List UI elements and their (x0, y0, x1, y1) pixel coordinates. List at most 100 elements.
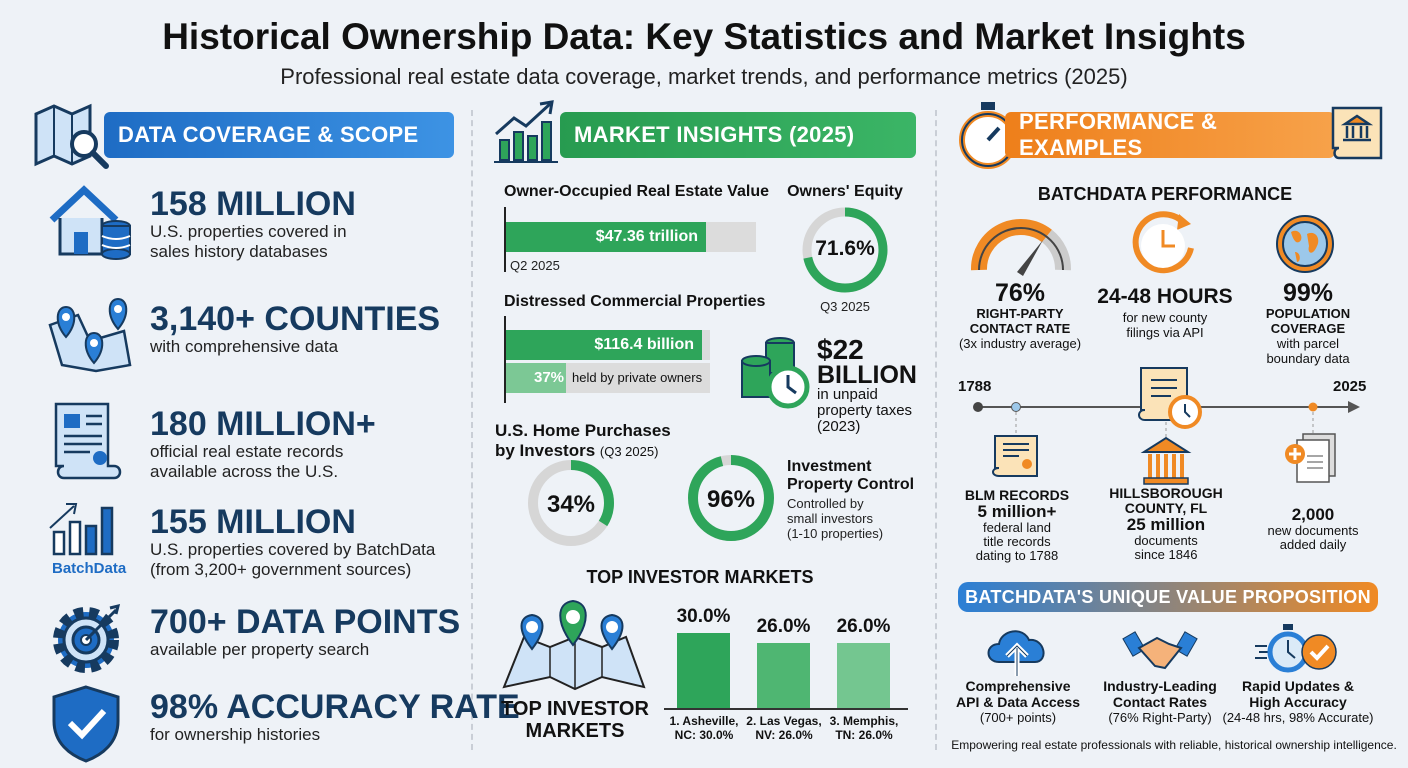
stat-value: 99% (1282, 279, 1334, 307)
example-title: HILLSBOROUGH (1109, 485, 1223, 501)
stat-desc: with comprehensive data (150, 337, 339, 356)
deed-clock-icon (1138, 367, 1202, 429)
courthouse-scroll-icon (1331, 106, 1383, 160)
value-title: Comprehensive (965, 678, 1071, 694)
control-title: Investment Property Control (787, 458, 914, 494)
perf-heading: BATCHDATA PERFORMANCE (1037, 184, 1293, 204)
chart-baseline (664, 708, 908, 710)
stat-desc: (from 3,200+ government sources) (150, 560, 412, 579)
handshake-icon (1122, 622, 1198, 683)
stat-desc: U.S. properties covered in (150, 222, 347, 241)
add-documents-icon (1283, 432, 1343, 491)
stat-title: 155 MILLION (150, 503, 356, 541)
markets-heading: TOP INVESTOR MARKETS (586, 567, 814, 587)
performance-stat: 76% RIGHT-PARTY CONTACT RATE (3x industry… (945, 280, 1095, 351)
stat-title: 3,140+ COUNTIES (150, 300, 441, 338)
desc-line: small investors (787, 511, 873, 526)
value-proposition-banner: BATCHDATA'S UNIQUE VALUE PROPOSITION (958, 582, 1378, 612)
stat-label: COVERAGE (1270, 321, 1346, 336)
owner-value-fill: $47.36 trillion (506, 222, 706, 252)
globe-icon (1273, 212, 1343, 281)
market-bar-label: 26.0% (836, 616, 891, 637)
axis-line (504, 316, 506, 403)
value-title: Rapid Updates & (1241, 678, 1354, 694)
distressed-bar: $116.4 billion (506, 330, 710, 360)
category-line: 1. Asheville, (669, 714, 739, 728)
owner-value-period: Q2 2025 (510, 258, 560, 273)
example-desc: federal land (983, 520, 1051, 535)
taxes-desc-line: (2023) (817, 418, 861, 435)
title-line: Investment (787, 458, 872, 475)
label-line: MARKETS (525, 720, 625, 742)
timeline-start: 1788 (958, 378, 992, 395)
example-title: COUNTY, FL (1124, 500, 1208, 516)
label-line: TOP INVESTOR (501, 698, 649, 720)
taxes-desc-line: property taxes (817, 402, 913, 419)
stat-label: RIGHT-PARTY (976, 306, 1064, 321)
taxes-desc: in unpaid property taxes (2023) (817, 387, 912, 435)
stat-desc: official real estate records (150, 442, 344, 461)
coins-clock-icon (741, 337, 810, 409)
stat-title: 98% ACCURACY RATE (150, 688, 520, 726)
title-line: by Investors (495, 441, 596, 460)
map-pins-icon (44, 295, 134, 380)
stat-label: CONTACT RATE (969, 321, 1071, 336)
investor-purchases-arc (528, 460, 614, 546)
stat-desc: for ownership histories (150, 725, 321, 744)
coverage-stat: 158 MILLION U.S. properties covered in sal… (150, 186, 356, 262)
market-bar (837, 643, 890, 708)
market-bar (677, 633, 730, 708)
market-category: 2. Las Vegas, NV: 26.0% (741, 714, 827, 742)
column-divider (471, 110, 473, 750)
example-value: 25 million (1126, 515, 1206, 534)
stat-desc: boundary data (1266, 351, 1350, 366)
timeline-example: 2,000 new documents added daily (1243, 506, 1383, 552)
map-label: TOP INVESTOR MARKETS (490, 698, 660, 742)
performance-stat: 24-48 HOURS for new county filings via AP… (1090, 284, 1240, 340)
distressed-title: Distressed Commercial Properties (504, 293, 766, 310)
value-title: High Accuracy (1249, 694, 1347, 710)
taxes-desc-line: in unpaid (817, 386, 878, 403)
timeline-example: BLM RECORDS 5 million+ federal land title… (947, 488, 1087, 563)
value-title: Industry-Leading (1103, 678, 1217, 694)
column-divider (935, 110, 937, 750)
example-desc: new documents (1267, 523, 1359, 538)
stat-value: 76% (994, 279, 1046, 307)
private-owners-label: held by private owners (572, 370, 703, 385)
control-arc (688, 455, 774, 541)
control-desc: Controlled by small investors (1-10 prop… (787, 496, 883, 541)
page-subtitle: Professional real estate data coverage, … (280, 64, 1128, 89)
example-value: 5 million+ (977, 502, 1057, 521)
investor-purchases-title: U.S. Home Purchases by Investors (Q3 202… (495, 421, 671, 462)
stat-desc: for new county (1122, 310, 1208, 325)
house-database-icon (44, 180, 134, 265)
desc-line: Controlled by (787, 496, 864, 511)
control-value: 96% (706, 486, 756, 513)
page-title: Historical Ownership Data: Key Statistic… (162, 16, 1246, 57)
performance-banner: PERFORMANCE & EXAMPLES (1005, 109, 1335, 160)
clock-refresh-icon (1125, 211, 1205, 281)
category-line: NV: 26.0% (755, 728, 813, 742)
equity-title: Owners' Equity (787, 183, 903, 200)
market-category: 1. Asheville, NC: 30.0% (661, 714, 747, 742)
stat-desc: (3x industry average) (958, 336, 1082, 351)
investor-purchases-donut (528, 460, 614, 546)
stat-label: POPULATION (1265, 306, 1351, 321)
market-bar-label: 26.0% (756, 616, 811, 637)
example-desc: since 1846 (1134, 547, 1198, 562)
equity-arc (802, 207, 888, 293)
stat-desc: filings via API (1126, 325, 1204, 340)
market-category: 3. Memphis, TN: 26.0% (821, 714, 907, 742)
coverage-stat: 98% ACCURACY RATE for ownership histories (150, 689, 520, 745)
market-bar-label: 30.0% (676, 606, 731, 627)
timeline-end: 2025 (1333, 378, 1367, 395)
example-desc: documents (1134, 533, 1198, 548)
investor-purchases-period: (Q3 2025) (599, 444, 659, 459)
equity-donut (802, 207, 888, 293)
top-markets-chart: 30.0% 1. Asheville, NC: 30.0% 26.0% 2. Las V… (664, 600, 908, 748)
coverage-stat: 3,140+ COUNTIES with comprehensive data (150, 301, 440, 357)
market-bar (757, 643, 810, 708)
value-desc: (24-48 hrs, 98% Accurate) (1222, 710, 1374, 725)
axis-line (504, 207, 506, 272)
map-pins-icon (502, 599, 646, 691)
